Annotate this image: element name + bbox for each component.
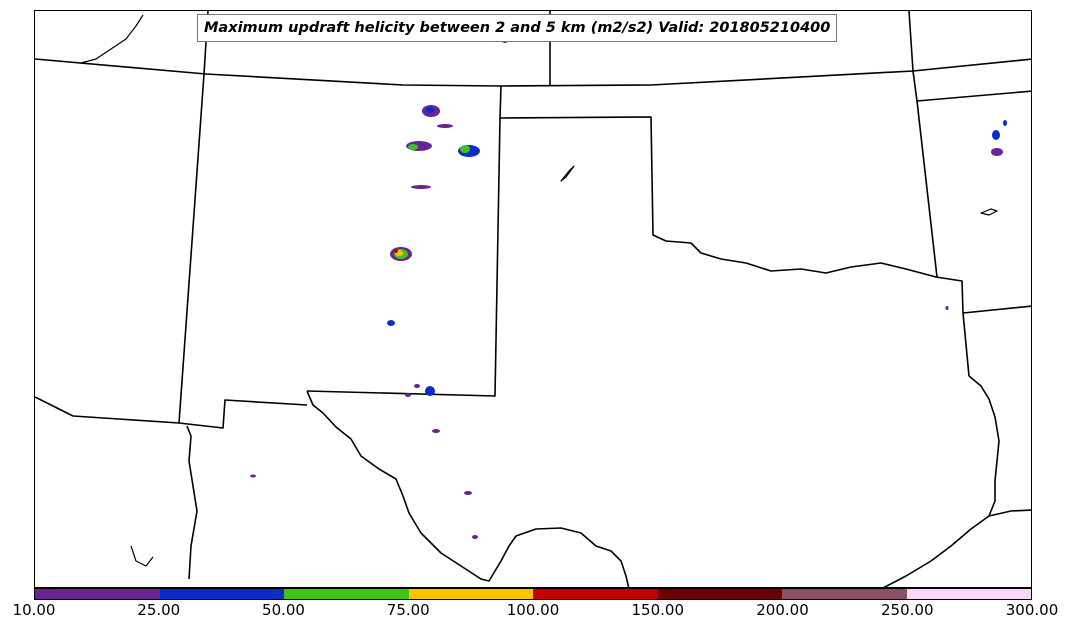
swath-5 [411,185,431,189]
colorbar-segment [284,589,409,599]
map-canvas [35,11,1031,587]
swath-12 [464,491,472,495]
swath-13 [250,474,256,478]
kansas-east-boundary [916,100,938,278]
coastline-nw [80,14,144,64]
swath-10 [405,393,411,397]
swath-3-core [408,144,418,150]
swath-14 [472,535,478,539]
lake-outline [980,208,998,216]
swath-17 [1003,120,1007,126]
boundary-c [908,11,1031,102]
arizona-boundary [35,396,180,424]
swath-7 [387,320,395,326]
oklahoma-boundary [499,116,970,377]
state-boundaries [35,11,1031,587]
swath-6-peak [394,249,398,253]
swath-1-core [426,107,434,113]
gulf-coast [988,509,1031,517]
arkansas-boundary [962,305,1031,314]
colorbar-segment [657,589,782,599]
colorbar-segment [35,589,160,599]
swath-8 [425,386,435,396]
northern-boundary [35,58,1031,87]
reservoir-outline [560,165,575,182]
colorbar [34,588,1032,600]
colorbar-tick-label: 200.00 [756,601,809,619]
mexico-boundary [186,425,198,580]
swath-19 [945,306,949,310]
colorbar-segment [906,589,1031,599]
colorbar-tick-label: 250.00 [881,601,934,619]
swath-9 [414,384,420,388]
colorbar-tick-label: 100.00 [506,601,560,619]
colorbar-tick-label: 10.00 [12,601,56,619]
helicity-swaths [250,39,1007,539]
swath-16 [992,130,1000,140]
map-title: Maximum updraft helicity between 2 and 5… [197,14,838,42]
colorbar-segment [782,589,907,599]
swath-2 [437,124,453,128]
texas-rio-grande [306,390,630,587]
colorbar-tick-label: 150.00 [631,601,685,619]
coastline-sw [130,545,154,567]
colorbar-labels: 10.00 25.00 50.00 75.00 100.00 150.00 200.00 25… [0,601,1070,627]
swath-4-core [460,145,470,153]
colorbar-segment [533,589,658,599]
colorbar-tick-label: 75.00 [386,601,430,619]
nm-west-boundary [178,73,308,429]
texas-east-coast [883,375,1000,587]
colorbar-tick-label: 300.00 [1005,601,1059,619]
colorbar-tick-label: 25.00 [137,601,181,619]
colorbar-segment [159,589,284,599]
nm-east-boundary [306,85,502,397]
swath-11 [432,429,440,433]
colorbar-segment [408,589,533,599]
swath-18 [991,148,1003,156]
map-panel [34,10,1032,588]
colorbar-tick-label: 50.00 [262,601,305,619]
